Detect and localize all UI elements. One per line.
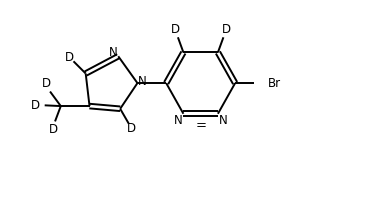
Text: Br: Br	[268, 77, 281, 90]
Text: N: N	[109, 46, 118, 59]
Text: =: =	[195, 119, 206, 132]
Text: N: N	[138, 75, 147, 88]
Text: D: D	[222, 23, 231, 36]
Text: N: N	[218, 114, 227, 127]
Text: D: D	[171, 23, 180, 36]
Text: N: N	[174, 114, 183, 127]
Text: D: D	[42, 77, 51, 90]
Text: D: D	[127, 122, 136, 135]
Text: D: D	[31, 99, 41, 112]
Text: D: D	[49, 123, 58, 136]
Text: D: D	[65, 51, 74, 64]
